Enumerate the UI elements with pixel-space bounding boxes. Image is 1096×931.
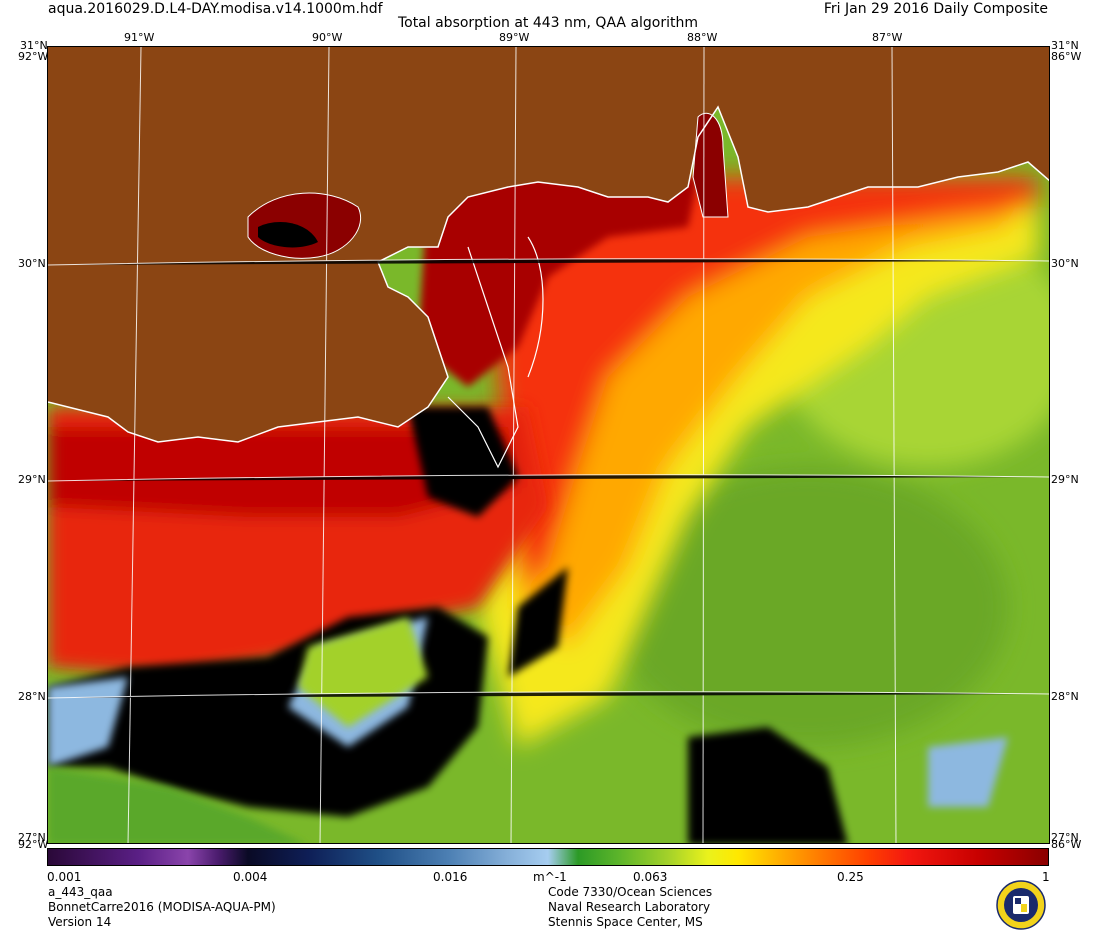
cloud-gap-plume <box>508 567 568 677</box>
corner-lon-left-bottom: 92°W <box>18 838 49 851</box>
mobile-bay <box>692 112 729 218</box>
lat-label-30n-left: 30°N <box>18 257 46 270</box>
land-mass <box>48 47 1049 442</box>
lon-label-91w: 91°W <box>124 31 155 44</box>
lat-label-28n-right: 28°N <box>1051 690 1079 703</box>
graticule <box>48 47 1049 843</box>
corner-lat-left-top: 31°N <box>20 39 48 52</box>
lat-label-29n-right: 29°N <box>1051 473 1079 486</box>
blue-patch-sw <box>48 677 128 767</box>
map-title: Total absorption at 443 nm, QAA algorith… <box>397 15 699 31</box>
footer-dataset: BonnetCarre2016 (MODISA-AQUA-PM) <box>48 900 276 914</box>
delta-coast <box>447 246 519 469</box>
corner-lon-left-top: 92°W <box>18 50 49 63</box>
corner-lon-right-top: 86°W <box>1051 50 1082 63</box>
colorbar-tick-0063: 0.063 <box>633 870 668 884</box>
colorbar-tick-0016: 0.016 <box>433 870 468 884</box>
nearshore-darkred <box>418 177 698 387</box>
coastline <box>48 105 1049 443</box>
corner-lon-right-bottom: 86°W <box>1051 838 1082 851</box>
colorbar-tick-1: 1 <box>1042 870 1050 884</box>
green-band-sw <box>48 767 304 843</box>
footer-version: Version 14 <box>48 915 112 929</box>
lake-dark <box>258 222 318 248</box>
colorbar-tick-0004: 0.004 <box>233 870 268 884</box>
composite-date: Fri Jan 29 2016 Daily Composite <box>823 1 1048 17</box>
corner-lat-right-top: 31°N <box>1051 39 1079 52</box>
corner-lat-left-bottom: 27°N <box>18 831 46 844</box>
colorbar-unit: m^-1 <box>533 870 567 884</box>
lon-label-87w: 87°W <box>872 31 903 44</box>
file-name: aqua.2016029.D.L4-DAY.modisa.v14.1000m.h… <box>48 1 383 17</box>
mid-green-patch <box>608 467 1008 747</box>
cloud-gap-south <box>688 727 848 843</box>
lon-label-88w: 88°W <box>687 31 718 44</box>
green-band-mid <box>298 617 428 727</box>
corner-lat-right-bottom: 27°N <box>1051 831 1079 844</box>
west-dark-red <box>48 427 518 517</box>
lon-label-89w: 89°W <box>499 31 530 44</box>
plume-red <box>478 177 1038 587</box>
footer-lab: Naval Research Laboratory <box>548 900 711 914</box>
lat-label-29n-left: 29°N <box>18 473 46 486</box>
blue-patch-se <box>928 737 1008 807</box>
footer-code: Code 7330/Ocean Sciences <box>548 885 713 899</box>
lon-label-90w: 90°W <box>312 31 343 44</box>
colorbar <box>47 848 1049 866</box>
colorbar-tick-0001: 0.001 <box>47 870 82 884</box>
nrl-seal-icon <box>996 880 1046 930</box>
cloud-gap-delta <box>408 407 518 517</box>
chandeleur-islands <box>527 236 544 378</box>
footer-location: Stennis Space Center, MS <box>548 915 703 929</box>
lat-label-30n-right: 30°N <box>1051 257 1079 270</box>
footer-product: a_443_qaa <box>48 885 113 899</box>
map-svg <box>48 47 1049 843</box>
lat-label-28n-left: 28°N <box>18 690 46 703</box>
absorption-map[interactable] <box>47 46 1050 844</box>
colorbar-tick-025: 0.25 <box>837 870 864 884</box>
